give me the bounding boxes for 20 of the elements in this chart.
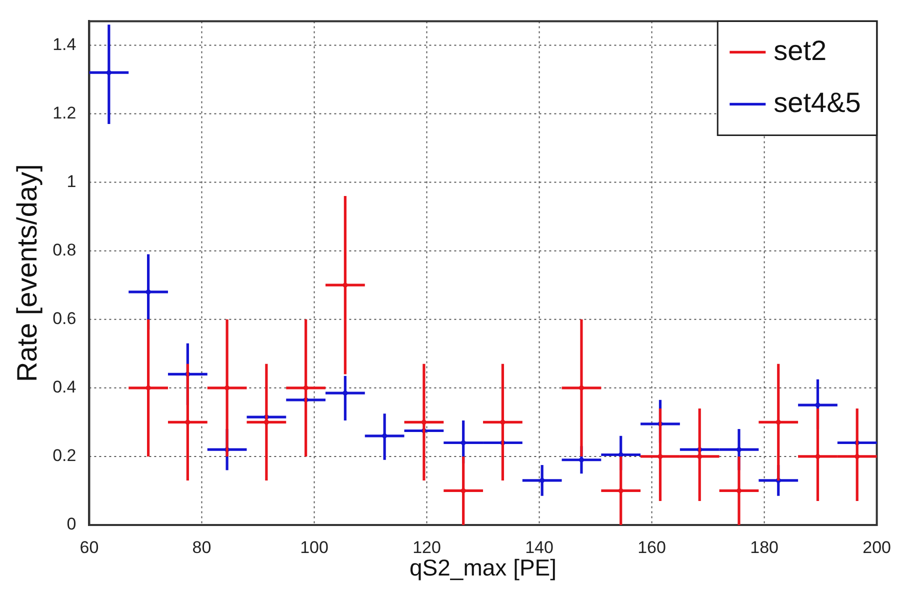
x-axis-title: qS2_max [PE] [410, 554, 557, 581]
y-tick-label: 1 [66, 172, 76, 191]
x-tick-label: 140 [525, 538, 554, 557]
y-tick-label: 0.2 [52, 446, 76, 466]
x-tick-label: 180 [750, 538, 778, 557]
x-tick-label: 200 [862, 538, 892, 557]
x-tick-label: 100 [300, 538, 328, 557]
legend-label: set2 [774, 34, 827, 66]
y-tick-label: 1.2 [52, 103, 76, 122]
y-tick-label: 0 [66, 514, 76, 534]
y-axis-title: Rate [events/day] [12, 164, 43, 382]
y-tick-label: 0.4 [52, 378, 76, 397]
y-tick-label: 1.4 [52, 34, 76, 54]
x-tick-label: 160 [638, 538, 666, 557]
legend-label: set4&5 [774, 86, 861, 118]
x-tick-label: 60 [80, 538, 99, 557]
x-tick-label: 80 [192, 538, 212, 557]
x-tick-label: 120 [412, 538, 441, 557]
y-tick-label: 0.8 [52, 240, 76, 260]
y-tick-label: 0.6 [52, 309, 76, 328]
